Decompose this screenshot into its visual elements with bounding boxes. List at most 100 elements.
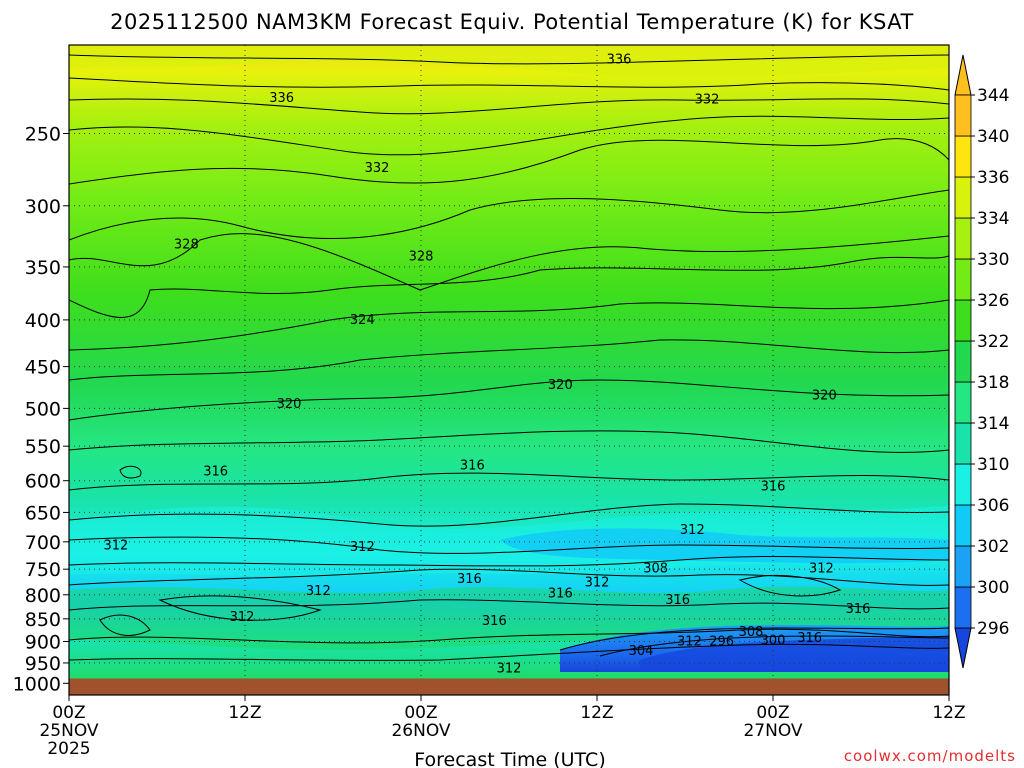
colorbar-label: 300 [977, 578, 1009, 598]
y-tick-label: 650 [25, 502, 61, 524]
contour-lines [69, 54, 949, 661]
x-tick-label: 00Z [404, 703, 437, 723]
x-tick-year: 2025 [47, 739, 90, 759]
colorbar-segment [954, 381, 972, 424]
colorbar-label: 344 [977, 86, 1009, 106]
contour-label: 304 [629, 644, 654, 659]
y-tick-label: 350 [25, 257, 61, 279]
contour-label: 320 [277, 397, 302, 412]
grid [69, 45, 949, 695]
contour-label: 336 [607, 53, 632, 68]
contour-label: 312 [230, 610, 255, 625]
y-tick-label: 800 [25, 585, 61, 607]
y-tick-label: 950 [25, 653, 61, 675]
contour-label: 308 [739, 625, 764, 640]
y-tick-label: 900 [25, 631, 61, 653]
contour-label: 316 [203, 465, 228, 480]
field-background [69, 45, 949, 695]
colorbar: 296 300 302 306 310 314 318 322 326 330 334 336 340 3… [954, 54, 1009, 669]
y-tick-label: 550 [25, 436, 61, 458]
contour-label: 316 [846, 602, 871, 617]
colorbar-label: 326 [977, 291, 1009, 311]
colorbar-segment [954, 299, 972, 342]
contour-label: 312 [585, 576, 610, 591]
colorbar-top-arrow [954, 54, 972, 96]
colorbar-label: 318 [977, 373, 1009, 393]
contour-label: 328 [174, 238, 199, 253]
theta-e-field [69, 45, 949, 695]
contour-label: 324 [350, 313, 375, 328]
colorbar-segment [954, 258, 972, 301]
contour-label: 316 [797, 631, 822, 646]
x-tick-label: 12Z [932, 703, 965, 723]
y-tick-label: 850 [25, 609, 61, 631]
y-tick-label: 500 [25, 398, 61, 420]
contour-label: 312 [809, 562, 834, 577]
x-tick-label: 12Z [580, 703, 613, 723]
x-tick-date: 26NOV [391, 721, 450, 741]
contour-label: 328 [409, 249, 434, 264]
contour-label: 316 [665, 593, 690, 608]
y-tick-label: 700 [25, 532, 61, 554]
y-tick-label: 600 [25, 471, 61, 493]
colorbar-label: 340 [977, 127, 1009, 147]
colorbar-segment [954, 217, 972, 260]
credit-link[interactable]: coolwx.com/modelts [844, 747, 1016, 765]
contour-label: 332 [695, 93, 720, 108]
y-tick-label: 1000 [13, 673, 61, 695]
contour-label: 316 [482, 614, 507, 629]
colorbar-segment [954, 176, 972, 219]
contour-label: 312 [680, 523, 705, 538]
x-axis-title: Forecast Time (UTC) [414, 749, 605, 768]
contour-label: 312 [306, 584, 331, 599]
chart-title: 2025112500 NAM3KM Forecast Equiv. Potent… [110, 10, 914, 34]
contour-label: 320 [548, 378, 573, 393]
plot-frame [68, 44, 950, 696]
colorbar-label: 310 [977, 455, 1009, 475]
contour-label: 300 [761, 634, 786, 649]
colorbar-label: 296 [977, 619, 1009, 639]
colorbar-segment [954, 545, 972, 588]
contour-label: 312 [104, 539, 129, 554]
contour-label: 312 [497, 662, 522, 677]
colorbar-label: 336 [977, 168, 1009, 188]
x-tick-label: 12Z [228, 703, 261, 723]
x-tick-label: 00Z [756, 703, 789, 723]
contour-label: 320 [812, 389, 837, 404]
contour-label: 316 [460, 459, 485, 474]
colorbar-segment [954, 340, 972, 383]
y-tick-label: 750 [25, 559, 61, 581]
y-tick-label: 250 [25, 123, 61, 145]
contour-label: 316 [761, 479, 786, 494]
contour-label: 316 [548, 586, 573, 601]
y-tick-label: 450 [25, 357, 61, 379]
upper-warm-band [69, 45, 949, 78]
colorbar-bottom-arrow [954, 627, 972, 669]
x-tick-date: 27NOV [743, 721, 802, 741]
colorbar-segment [954, 135, 972, 178]
contour-label: 312 [677, 635, 702, 650]
y-tick-label: 400 [25, 310, 61, 332]
x-tick-label: 00Z [52, 703, 85, 723]
contour-label: 332 [365, 161, 390, 176]
contour-label: 312 [350, 540, 375, 555]
colorbar-segment [954, 94, 972, 137]
colorbar-segment [954, 586, 972, 629]
y-tick-label: 300 [25, 196, 61, 218]
y-axis: 2503003504004505005506006507007508008509… [13, 123, 69, 695]
x-tick-date: 25NOV [39, 721, 98, 741]
colorbar-label: 302 [977, 537, 1009, 557]
contour-label: 296 [709, 635, 734, 650]
colorbar-label: 306 [977, 496, 1009, 516]
terrain-band [69, 678, 949, 695]
colorbar-label: 322 [977, 332, 1009, 352]
colorbar-label: 314 [977, 414, 1009, 434]
colorbar-segment [954, 463, 972, 506]
colorbar-segment [954, 422, 972, 465]
contour-label: 308 [643, 562, 668, 577]
contour-label: 336 [269, 91, 294, 106]
contour-label: 316 [457, 572, 482, 587]
cold-pool-core [640, 636, 949, 672]
